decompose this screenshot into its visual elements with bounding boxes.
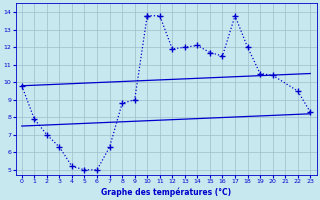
X-axis label: Graphe des températures (°C): Graphe des températures (°C) [101,187,231,197]
